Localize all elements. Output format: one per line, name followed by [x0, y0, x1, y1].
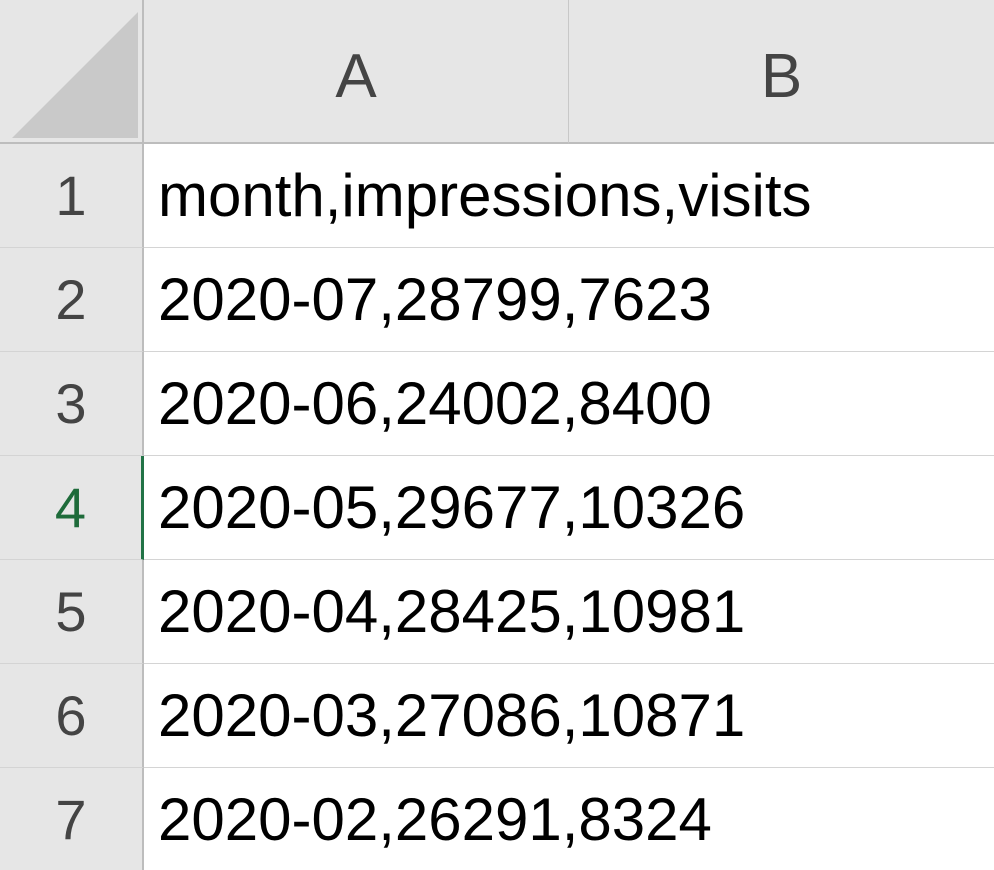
- column-header-a[interactable]: A: [144, 0, 569, 144]
- select-all-button[interactable]: [0, 0, 144, 144]
- cell-a5[interactable]: 2020-04,28425,10981: [144, 560, 994, 664]
- row-header-7[interactable]: 7: [0, 768, 144, 870]
- cell-a3[interactable]: 2020-06,24002,8400: [144, 352, 994, 456]
- cell-a1[interactable]: month,impressions,visits: [144, 144, 994, 248]
- cell-a6[interactable]: 2020-03,27086,10871: [144, 664, 994, 768]
- row-header-5[interactable]: 5: [0, 560, 144, 664]
- column-header-b[interactable]: B: [569, 0, 994, 144]
- row-header-4[interactable]: 4: [0, 456, 144, 560]
- row-header-1[interactable]: 1: [0, 144, 144, 248]
- select-all-triangle-icon: [12, 12, 138, 138]
- row-header-6[interactable]: 6: [0, 664, 144, 768]
- cell-a2[interactable]: 2020-07,28799,7623: [144, 248, 994, 352]
- row-header-2[interactable]: 2: [0, 248, 144, 352]
- cell-a4[interactable]: 2020-05,29677,10326: [144, 456, 994, 560]
- cell-a7[interactable]: 2020-02,26291,8324: [144, 768, 994, 870]
- row-header-3[interactable]: 3: [0, 352, 144, 456]
